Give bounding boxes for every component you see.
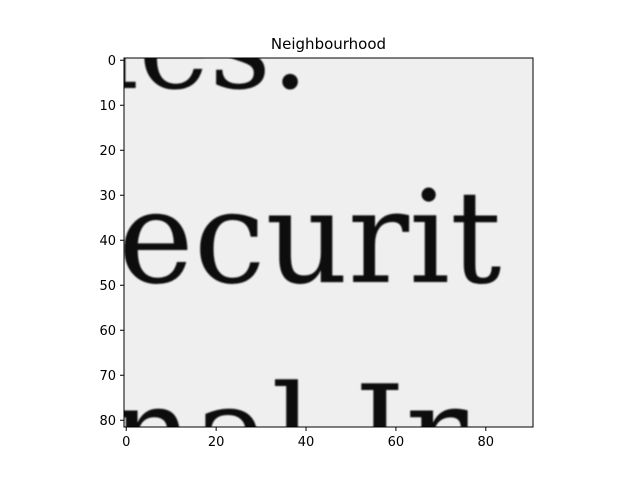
y-tick-label: 50 — [99, 279, 116, 294]
plot-area: ies. ecurit nal Ir — [100, 0, 533, 480]
x-tick-label: 0 — [122, 435, 130, 450]
y-tick-label: 80 — [99, 414, 116, 429]
scanned-text-image: ies. ecurit nal Ir — [100, 0, 501, 480]
y-tick-label: 60 — [99, 324, 116, 339]
x-tick-label: 40 — [298, 435, 315, 450]
x-tick-label: 20 — [208, 435, 225, 450]
x-tick-label: 60 — [388, 435, 405, 450]
y-tick-label: 10 — [99, 99, 116, 114]
text-line-2: ecurit — [118, 164, 501, 313]
y-tick-label: 20 — [99, 144, 116, 159]
y-tick-label: 30 — [99, 189, 116, 204]
image-grain — [124, 58, 533, 427]
y-axis-ticks: 0 10 20 30 40 50 60 70 80 — [99, 54, 124, 429]
y-tick-label: 0 — [108, 54, 116, 69]
x-tick-label: 80 — [478, 435, 495, 450]
x-axis-ticks: 0 20 40 60 80 — [122, 427, 494, 450]
y-tick-label: 40 — [99, 234, 116, 249]
text-line-1: ies. — [100, 0, 309, 117]
chart-title: Neighbourhood — [271, 35, 386, 53]
axes-frame — [123, 57, 534, 428]
text-line-3: nal Ir — [110, 357, 468, 480]
y-tick-label: 70 — [99, 369, 116, 384]
